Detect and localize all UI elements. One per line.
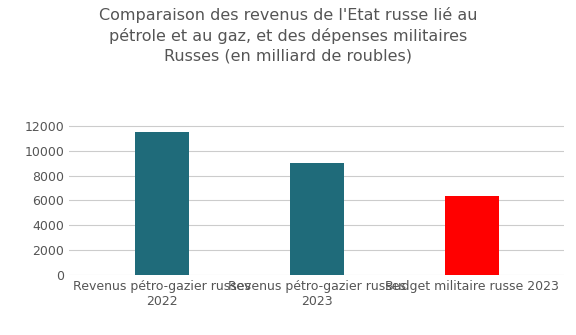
Bar bbox=[135, 132, 189, 275]
Text: Comparaison des revenus de l'Etat russe lié au
pétrole et au gaz, et des dépense: Comparaison des revenus de l'Etat russe … bbox=[98, 7, 478, 64]
Bar bbox=[445, 196, 499, 275]
Bar bbox=[290, 163, 344, 275]
